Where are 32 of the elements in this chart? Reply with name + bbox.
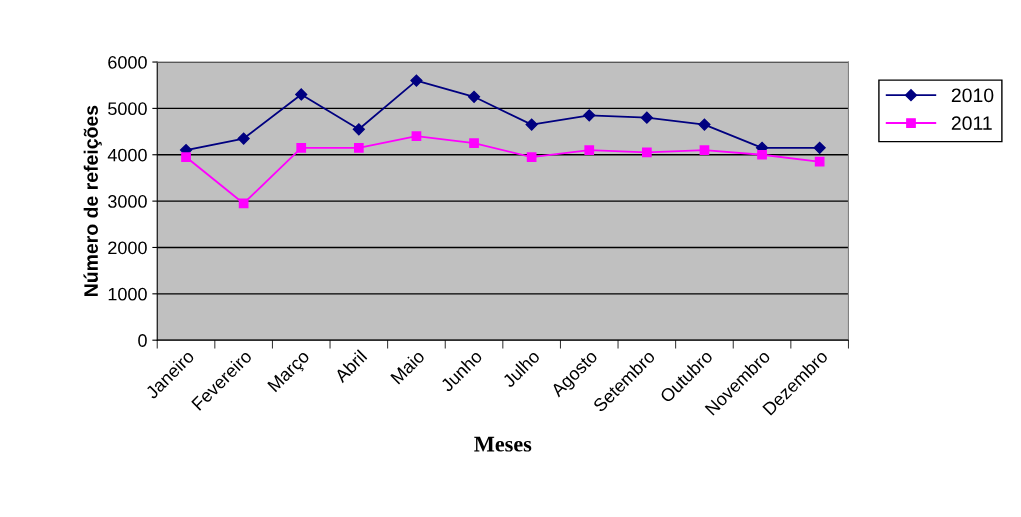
point — [410, 74, 423, 87]
point — [411, 131, 422, 142]
point — [353, 142, 364, 153]
point — [584, 145, 595, 155]
point — [641, 147, 652, 158]
y-tick-label: 6000 — [108, 55, 147, 69]
y-tick-label: 5000 — [108, 102, 147, 116]
point — [525, 118, 538, 131]
y-tick-label: 4000 — [107, 148, 147, 162]
point — [813, 141, 826, 154]
point — [181, 152, 191, 162]
y-tick-label: 1000 — [108, 287, 147, 301]
legend-label: 2010 — [951, 88, 994, 103]
legend-label: 2011 — [951, 116, 992, 131]
point — [583, 109, 596, 122]
point — [699, 145, 710, 155]
y-tick-label: 2000 — [108, 241, 147, 255]
point — [352, 123, 365, 136]
point — [237, 132, 250, 145]
point — [814, 156, 825, 167]
point — [698, 118, 711, 131]
point — [295, 88, 308, 101]
point — [467, 90, 481, 103]
point — [640, 111, 653, 124]
point — [469, 138, 479, 149]
y-tick-label: 0 — [138, 334, 147, 347]
point — [757, 149, 767, 160]
y-axis-title: Número de refeições — [83, 105, 102, 296]
x-axis-title: Meses — [474, 436, 532, 452]
y-tick-label: 3000 — [108, 195, 147, 208]
point — [296, 142, 307, 153]
point — [526, 152, 537, 162]
